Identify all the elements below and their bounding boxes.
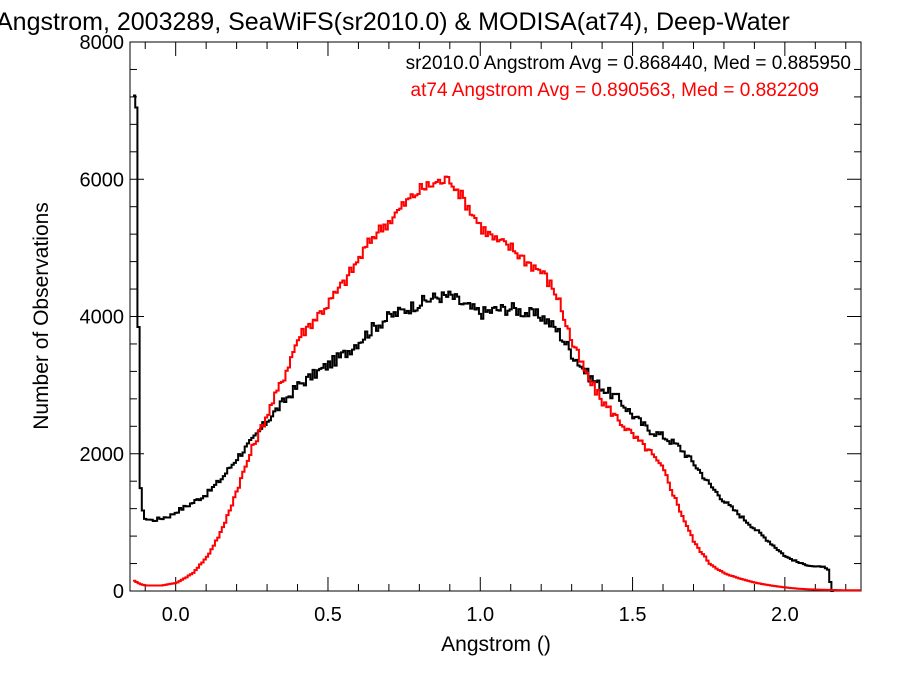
x-tick-label: 1.5 bbox=[619, 604, 647, 626]
y-tick-label: 0 bbox=[113, 581, 124, 603]
x-tick-label: 0.0 bbox=[162, 604, 190, 626]
x-axis-label: Angstrom () bbox=[441, 633, 551, 656]
x-tick-label: 1.0 bbox=[466, 604, 494, 626]
plot-frame bbox=[129, 41, 862, 592]
axis-ticks: 0.0 0.5 1.0 1.5 2.0 0 2000 4000 6000 8000 bbox=[80, 32, 861, 626]
y-tick-label: 8000 bbox=[80, 32, 125, 54]
series-line-1 bbox=[133, 175, 861, 592]
x-tick-label: 2.0 bbox=[771, 604, 799, 626]
series-line-0 bbox=[133, 94, 834, 592]
y-tick-label: 6000 bbox=[80, 169, 125, 191]
x-tick-label: 0.5 bbox=[314, 604, 342, 626]
y-tick-label: 2000 bbox=[80, 444, 125, 466]
chart-title: Angstrom, 2003289, SeaWiFS(sr2010.0) & M… bbox=[0, 8, 790, 36]
series-layer bbox=[133, 94, 861, 592]
annotation-black: sr2010.0 Angstrom Avg = 0.868440, Med = … bbox=[406, 53, 851, 74]
y-tick-label: 4000 bbox=[80, 307, 125, 329]
y-axis-label: Number of Observations bbox=[30, 202, 53, 430]
annotation-red: at74 Angstrom Avg = 0.890563, Med = 0.88… bbox=[411, 80, 819, 101]
